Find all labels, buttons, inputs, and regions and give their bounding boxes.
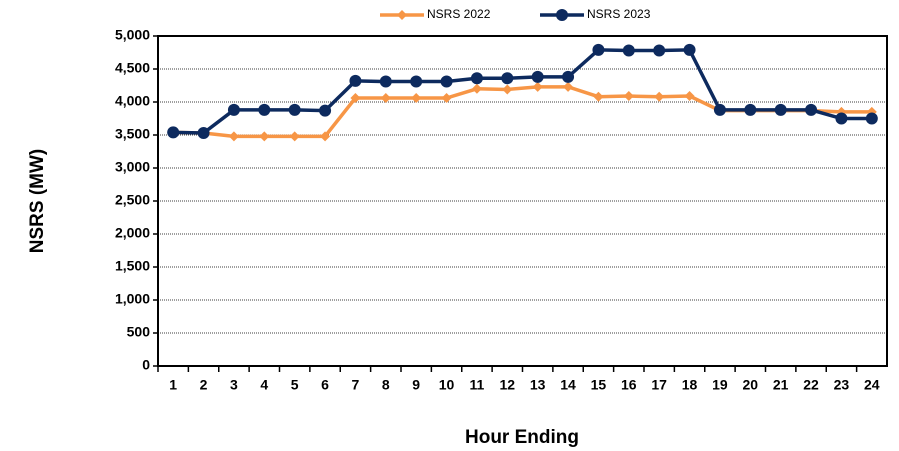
data-point — [623, 91, 634, 102]
x-tick-label: 12 — [500, 377, 516, 393]
data-point — [774, 103, 787, 116]
data-point — [835, 112, 848, 125]
x-tick-label: 15 — [591, 377, 607, 393]
data-point — [684, 91, 695, 102]
data-point — [622, 44, 635, 57]
data-point — [562, 70, 575, 83]
x-tick-label: 20 — [743, 377, 759, 393]
data-point — [197, 127, 210, 140]
data-point — [167, 126, 180, 139]
data-point — [592, 43, 605, 56]
data-point — [532, 81, 543, 92]
data-point — [411, 93, 422, 104]
data-point — [470, 72, 483, 85]
data-point — [744, 103, 757, 116]
data-point — [441, 93, 452, 104]
x-tick-label: 11 — [470, 377, 485, 393]
x-tick-label: 7 — [352, 377, 360, 393]
x-tick-label: 21 — [773, 377, 789, 393]
data-point — [380, 93, 391, 104]
x-axis-title: Hour Ending — [465, 427, 579, 448]
x-tick-label: 19 — [712, 377, 728, 393]
data-point — [227, 103, 240, 116]
x-tick-label: 10 — [439, 377, 455, 393]
data-point — [471, 83, 482, 94]
data-point — [289, 131, 300, 142]
y-axis-title: NSRS (MW) — [27, 149, 48, 253]
x-tick-label: 6 — [321, 377, 329, 393]
y-tick-label: 1,500 — [115, 258, 150, 274]
data-point — [653, 44, 666, 57]
data-point — [502, 84, 513, 95]
y-tick-label: 3,000 — [115, 159, 150, 175]
x-tick-label: 4 — [260, 377, 268, 393]
x-tick-label: 13 — [530, 377, 546, 393]
data-point — [379, 75, 392, 88]
data-point — [654, 91, 665, 102]
x-tick-label: 8 — [382, 377, 390, 393]
data-point — [320, 131, 331, 142]
y-tick-label: 2,500 — [115, 192, 150, 208]
x-tick-label: 1 — [169, 377, 177, 393]
data-point — [319, 104, 332, 117]
legend-marker — [556, 9, 568, 21]
data-point — [259, 131, 270, 142]
y-tick-label: 3,500 — [115, 126, 150, 142]
data-point — [713, 103, 726, 116]
data-point — [865, 112, 878, 125]
series-line — [173, 48, 872, 135]
x-tick-label: 16 — [621, 377, 637, 393]
data-point — [288, 103, 301, 116]
x-tick-label: 3 — [230, 377, 238, 393]
data-point — [440, 75, 453, 88]
y-tick-label: 2,000 — [115, 225, 150, 241]
y-tick-label: 0 — [142, 357, 150, 373]
legend-label: NSRS 2022 — [427, 7, 491, 21]
y-tick-label: 1,000 — [115, 291, 150, 307]
data-point — [349, 74, 362, 87]
data-point — [593, 91, 604, 102]
data-point — [805, 103, 818, 116]
x-tick-label: 23 — [834, 377, 850, 393]
y-tick-label: 4,500 — [115, 60, 150, 76]
x-tick-label: 2 — [200, 377, 208, 393]
legend-label: NSRS 2023 — [587, 7, 651, 21]
data-point — [228, 131, 239, 142]
x-tick-label: 5 — [291, 377, 299, 393]
legend-marker — [397, 10, 407, 20]
x-tick-label: 9 — [412, 377, 420, 393]
data-point — [410, 75, 423, 88]
y-tick-label: 500 — [127, 324, 151, 340]
data-point — [501, 72, 514, 85]
y-tick-label: 5,000 — [115, 27, 150, 43]
data-point — [531, 70, 544, 83]
x-tick-label: 22 — [803, 377, 819, 393]
x-tick-label: 24 — [864, 377, 880, 393]
x-tick-label: 14 — [560, 377, 576, 393]
x-tick-label: 18 — [682, 377, 698, 393]
data-point — [683, 43, 696, 56]
data-point — [258, 103, 271, 116]
data-point — [350, 93, 361, 104]
x-tick-label: 17 — [651, 377, 667, 393]
data-point — [563, 81, 574, 92]
y-tick-label: 4,000 — [115, 93, 150, 109]
